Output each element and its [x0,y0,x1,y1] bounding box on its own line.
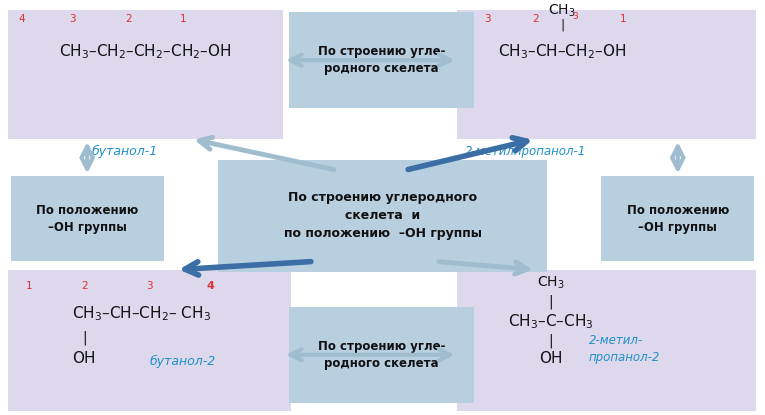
FancyBboxPatch shape [289,12,474,108]
Text: 3: 3 [572,12,578,21]
Text: 4: 4 [207,281,214,291]
Text: бутанол-2: бутанол-2 [149,354,216,368]
Text: По положению
–ОН группы: По положению –ОН группы [36,204,138,234]
Text: 2: 2 [532,14,539,24]
FancyBboxPatch shape [218,160,547,272]
FancyBboxPatch shape [11,176,164,261]
Text: CH$_3$: CH$_3$ [537,275,565,291]
Text: |: | [82,331,86,345]
FancyBboxPatch shape [457,270,756,411]
Text: CH$_3$: CH$_3$ [549,2,576,19]
Text: бутанол-1: бутанол-1 [92,145,158,158]
FancyBboxPatch shape [457,10,756,139]
FancyBboxPatch shape [8,10,283,139]
Text: 1: 1 [620,14,627,24]
Text: 1: 1 [26,281,32,291]
Text: OH: OH [73,352,96,366]
Text: CH$_3$–CH–CH$_2$– CH$_3$: CH$_3$–CH–CH$_2$– CH$_3$ [72,304,211,323]
Text: 3: 3 [484,14,490,24]
Text: |: | [549,334,553,348]
Text: 2: 2 [125,14,132,24]
Text: 1: 1 [181,14,187,24]
Text: 2: 2 [81,281,87,291]
Text: 3: 3 [146,281,152,291]
Text: OH: OH [539,352,562,366]
Text: CH$_3$–C–CH$_3$: CH$_3$–C–CH$_3$ [508,312,594,331]
Text: CH$_3$–CH$_2$–CH$_2$–CH$_2$–OH: CH$_3$–CH$_2$–CH$_2$–CH$_2$–OH [59,42,232,61]
Text: По строению углеродного
скелета  и
по положению  –ОН группы: По строению углеродного скелета и по пол… [284,191,481,240]
Text: По строению угле-
родного скелета: По строению угле- родного скелета [318,340,445,370]
FancyBboxPatch shape [8,270,291,411]
Text: |: | [560,18,565,32]
Text: По строению угле-
родного скелета: По строению угле- родного скелета [318,45,445,75]
Text: CH$_3$–CH–CH$_2$–OH: CH$_3$–CH–CH$_2$–OH [498,42,627,61]
FancyBboxPatch shape [289,307,474,403]
Text: По положению
–ОН группы: По положению –ОН группы [627,204,729,234]
FancyBboxPatch shape [601,176,754,261]
Text: 2-метил-
пропанол-2: 2-метил- пропанол-2 [589,334,660,364]
Text: |: | [549,295,553,309]
Text: 2-метилпропанол-1: 2-метилпропанол-1 [465,145,586,158]
Text: 3: 3 [70,14,76,24]
Text: 4: 4 [18,14,24,24]
